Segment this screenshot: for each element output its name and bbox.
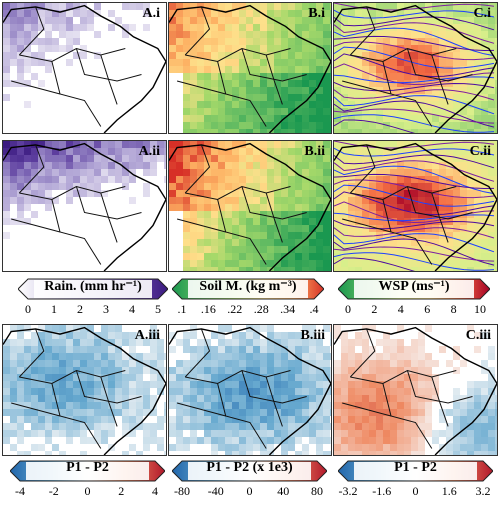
panel-label-b-ii: B.ii <box>304 144 325 159</box>
colorbar-wsp-title: WSP (ms⁻¹) <box>378 279 450 294</box>
map-a-i <box>3 3 166 133</box>
panel-a-ii: A.ii <box>2 140 167 272</box>
colorbar-tick: 0 <box>246 484 253 498</box>
colorbar-diff-a-bar <box>9 460 166 482</box>
colorbar-tick: 5 <box>155 302 161 316</box>
colorbar-diff-a: P1 - P2 -4 -2 0 2 4 <box>9 460 166 500</box>
colorbar-soil-title: Soil M. (kg m⁻³) <box>199 279 297 294</box>
colorbar-diff-b-title: P1 - P2 (x 1e3) <box>206 460 293 475</box>
map-a-ii <box>3 141 166 271</box>
colorbar-wsp: WSP (ms⁻¹) 0 2 4 6 8 10 <box>337 278 491 318</box>
panel-label-a-iii: A.iii <box>134 328 160 343</box>
colorbar-tick: 0 <box>25 302 31 316</box>
colorbar-diff-c-title: P1 - P2 <box>394 460 437 475</box>
colorbar-tick: 0 <box>412 484 419 498</box>
colorbar-tick: 8 <box>450 302 457 316</box>
panel-label-c-ii: C.ii <box>469 144 491 159</box>
colorbar-tick: -2 <box>48 484 59 498</box>
colorbar-rain-title: Rain. (mm hr⁻¹) <box>44 279 142 294</box>
panel-label-b-iii: B.iii <box>300 328 325 343</box>
colorbar-diff-b-bar <box>171 460 328 482</box>
colorbar-tick: .28 <box>253 302 269 316</box>
colorbar-tick: 0 <box>84 484 91 498</box>
colorbar-diff-c: P1 - P2 -3.2 -1.6 0 1.6 3.2 <box>337 460 494 500</box>
map-b-iii <box>169 325 331 455</box>
map-c-iii <box>334 325 497 455</box>
colorbar-tick: .1 <box>177 302 187 316</box>
colorbar-tick: 3.2 <box>475 484 491 498</box>
colorbar-tick: -3.2 <box>338 484 358 498</box>
map-c-ii <box>334 141 497 271</box>
panel-label-c-iii: C.iii <box>465 328 491 343</box>
colorbar-tick: -1.6 <box>372 484 392 498</box>
map-b-ii <box>169 141 331 271</box>
colorbar-tick: .4 <box>309 302 319 316</box>
panel-a-iii: A.iii <box>2 324 167 456</box>
colorbar-tick: 2 <box>371 302 378 316</box>
panel-a-i: A.i <box>2 2 167 134</box>
panel-c-ii: C.ii <box>333 140 498 272</box>
colorbar-tick: 4 <box>397 302 404 316</box>
panel-label-a-i: A.i <box>142 6 161 21</box>
colorbar-tick: 4 <box>129 302 135 316</box>
colorbar-wsp-bar <box>337 278 491 300</box>
colorbar-tick: -4 <box>15 484 25 498</box>
colorbar-tick: 6 <box>424 302 431 316</box>
colorbar-tick: 3 <box>103 302 109 316</box>
colorbar-tick: 40 <box>277 484 290 498</box>
colorbar-diff-a-title: P1 - P2 <box>66 460 109 475</box>
colorbar-tick: .16 <box>200 302 216 316</box>
colorbar-soil: Soil M. (kg m⁻³) .1 .16 .22 .28 .34 .4 <box>171 278 325 318</box>
colorbar-tick: 4 <box>152 484 158 498</box>
colorbar-tick: 80 <box>311 484 323 498</box>
colorbar-rain: Rain. (mm hr⁻¹) 0 1 2 3 4 5 <box>17 278 169 318</box>
colorbar-tick: .22 <box>227 302 243 316</box>
panel-label-a-ii: A.ii <box>138 144 160 159</box>
colorbar-tick: 2 <box>118 484 125 498</box>
colorbar-tick: 0 <box>345 302 351 316</box>
panel-c-iii: C.iii <box>333 324 498 456</box>
colorbar-soil-bar <box>171 278 325 300</box>
panel-label-c-i: C.i <box>473 6 492 21</box>
colorbar-tick: -40 <box>207 484 224 498</box>
colorbar-tick: 2 <box>77 302 83 316</box>
colorbar-rain-bar <box>17 278 169 300</box>
panel-c-i: C.i <box>333 2 498 134</box>
colorbar-tick: 1 <box>51 302 57 316</box>
colorbar-tick: 1.6 <box>441 484 457 498</box>
panel-label-b-i: B.i <box>308 6 325 21</box>
panel-b-iii: B.iii <box>168 324 332 456</box>
map-a-iii <box>3 325 166 455</box>
map-b-i <box>169 3 331 133</box>
colorbar-tick: -80 <box>174 484 190 498</box>
colorbar-diff-c-bar <box>337 460 494 482</box>
colorbar-tick: .34 <box>280 302 296 316</box>
map-c-i <box>334 3 497 133</box>
panel-b-ii: B.ii <box>168 140 332 272</box>
colorbar-diff-b: P1 - P2 (x 1e3) -80 -40 0 40 80 <box>171 460 328 500</box>
colorbar-tick: 10 <box>474 302 486 316</box>
panel-b-i: B.i <box>168 2 332 134</box>
